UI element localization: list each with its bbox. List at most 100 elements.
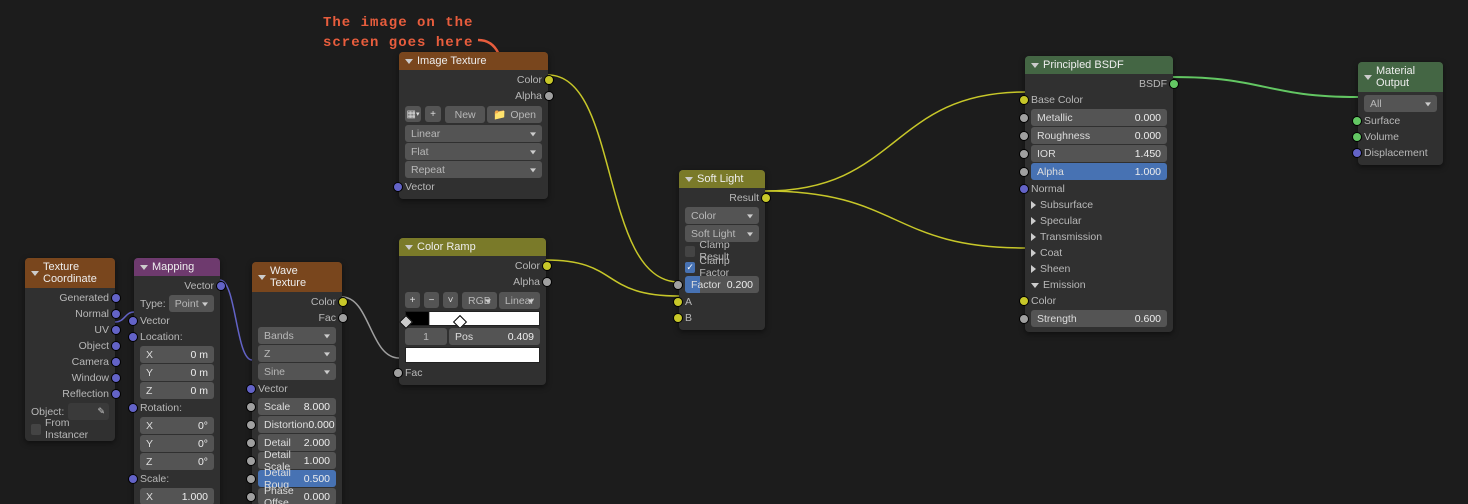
collapse-icon — [685, 177, 693, 182]
from-instancer-label: From Instancer — [45, 417, 109, 441]
collapse-icon[interactable] — [1031, 283, 1039, 288]
scale-label: Scale: — [140, 473, 169, 485]
roughness-field[interactable]: Roughness0.000 — [1031, 127, 1167, 144]
ramp-pos[interactable]: Pos0.409 — [449, 328, 540, 345]
node-header[interactable]: Soft Light — [679, 170, 765, 188]
image-browse-icon[interactable]: ▦▾ — [405, 106, 421, 122]
rot-y[interactable]: Y0° — [140, 435, 214, 452]
wave-type[interactable]: Bands — [258, 327, 336, 344]
ext-dropdown[interactable]: Repeat — [405, 161, 542, 178]
expand-icon[interactable] — [1031, 217, 1036, 225]
wave-scale[interactable]: Scale8.000 — [258, 398, 336, 415]
ramp-swatch[interactable] — [405, 347, 540, 363]
collapse-icon — [405, 59, 413, 64]
expand-icon[interactable] — [1031, 249, 1036, 257]
loc-x[interactable]: X0 m — [140, 346, 214, 363]
out-bsdf: BSDF — [1139, 78, 1167, 90]
ramp-add-icon[interactable]: + — [405, 292, 420, 308]
out-camera: Camera — [72, 356, 109, 368]
alpha-field[interactable]: Alpha1.000 — [1031, 163, 1167, 180]
image-new-icon[interactable]: + — [425, 106, 441, 122]
section-emission[interactable]: Emission — [1043, 279, 1086, 291]
ramp-index[interactable]: 1 — [405, 328, 447, 345]
out-vector: Vector — [184, 280, 214, 292]
type-dropdown[interactable]: Point — [169, 295, 214, 312]
node-title: Wave Texture — [270, 265, 336, 289]
node-title: Material Output — [1376, 65, 1437, 89]
expand-icon[interactable] — [1031, 265, 1036, 273]
ior-field[interactable]: IOR1.450 — [1031, 145, 1167, 162]
wave-phase[interactable]: Phase Offse0.000 — [258, 488, 336, 504]
ramp-menu-icon[interactable]: ˅ — [443, 292, 458, 308]
node-wave-texture[interactable]: Wave Texture Color Fac Bands Z Sine Vect… — [252, 262, 342, 504]
in-displacement: Displacement — [1364, 147, 1428, 159]
node-title: Soft Light — [697, 173, 743, 185]
rot-x[interactable]: X0° — [140, 417, 214, 434]
metallic-field[interactable]: Metallic0.000 — [1031, 109, 1167, 126]
section-sheen[interactable]: Sheen — [1040, 263, 1070, 275]
node-texture-coordinate[interactable]: Texture Coordinate Generated Normal UV O… — [25, 258, 115, 441]
object-label: Object: — [31, 406, 64, 418]
expand-icon[interactable] — [1031, 201, 1036, 209]
section-coat[interactable]: Coat — [1040, 247, 1062, 259]
collapse-icon — [31, 271, 39, 276]
ramp-interp[interactable]: Linear — [499, 292, 540, 309]
node-header[interactable]: Texture Coordinate — [25, 258, 115, 288]
node-title: Mapping — [152, 261, 194, 273]
new-button[interactable]: New — [445, 106, 485, 123]
mix-mode[interactable]: Color — [685, 207, 759, 224]
node-color-ramp[interactable]: Color Ramp Color Alpha + − ˅ RGB Linear … — [399, 238, 546, 385]
clamp-result-checkbox[interactable] — [685, 246, 695, 257]
out-uv: UV — [94, 324, 109, 336]
in-volume: Volume — [1364, 131, 1399, 143]
out-generated: Generated — [59, 292, 109, 304]
node-header[interactable]: Wave Texture — [252, 262, 342, 292]
wave-profile[interactable]: Sine — [258, 363, 336, 380]
loc-z[interactable]: Z0 m — [140, 382, 214, 399]
node-soft-light[interactable]: Soft Light Result Color Soft Light Clamp… — [679, 170, 765, 330]
annotation-text: The image on the screen goes here — [323, 14, 473, 53]
in-b: B — [685, 312, 692, 324]
node-header[interactable]: Image Texture — [399, 52, 548, 70]
node-material-output[interactable]: Material Output All Surface Volume Displ… — [1358, 62, 1443, 165]
out-reflection: Reflection — [62, 388, 109, 400]
ramp-gradient[interactable] — [405, 311, 540, 326]
node-title: Texture Coordinate — [43, 261, 109, 285]
in-emission-color: Color — [1031, 295, 1056, 307]
interp-dropdown[interactable]: Linear — [405, 125, 542, 142]
section-subsurface[interactable]: Subsurface — [1040, 199, 1093, 211]
in-a: A — [685, 296, 692, 308]
node-mapping[interactable]: Mapping Vector Type: Point Vector Locati… — [134, 258, 220, 504]
wave-axis[interactable]: Z — [258, 345, 336, 362]
factor-field[interactable]: Factor0.200 — [685, 276, 759, 293]
section-specular[interactable]: Specular — [1040, 215, 1081, 227]
scale-x[interactable]: X1.000 — [140, 488, 214, 504]
section-transmission[interactable]: Transmission — [1040, 231, 1102, 243]
in-surface: Surface — [1364, 115, 1400, 127]
collapse-icon — [1364, 75, 1372, 80]
loc-y[interactable]: Y0 m — [140, 364, 214, 381]
from-instancer-checkbox[interactable] — [31, 424, 41, 435]
target-dropdown[interactable]: All — [1364, 95, 1437, 112]
out-color: Color — [515, 260, 540, 272]
out-fac: Fac — [318, 312, 336, 324]
node-header[interactable]: Color Ramp — [399, 238, 546, 256]
node-image-texture[interactable]: Image Texture Color Alpha ▦▾ + New 📁Open… — [399, 52, 548, 199]
node-principled-bsdf[interactable]: Principled BSDF BSDF Base Color Metallic… — [1025, 56, 1173, 332]
proj-dropdown[interactable]: Flat — [405, 143, 542, 160]
location-label: Location: — [140, 331, 183, 343]
node-header[interactable]: Principled BSDF — [1025, 56, 1173, 74]
node-header[interactable]: Material Output — [1358, 62, 1443, 92]
clamp-factor-checkbox[interactable]: ✓ — [685, 262, 695, 273]
ramp-mode[interactable]: RGB — [462, 292, 497, 309]
ramp-remove-icon[interactable]: − — [424, 292, 439, 308]
in-vector: Vector — [405, 181, 435, 193]
wave-distortion[interactable]: Distortion0.000 — [258, 416, 336, 433]
emission-strength-field[interactable]: Strength0.600 — [1031, 310, 1167, 327]
node-header[interactable]: Mapping — [134, 258, 220, 276]
rot-z[interactable]: Z0° — [140, 453, 214, 470]
out-color: Color — [311, 296, 336, 308]
expand-icon[interactable] — [1031, 233, 1036, 241]
rotation-label: Rotation: — [140, 402, 182, 414]
open-button[interactable]: 📁Open — [487, 106, 542, 123]
